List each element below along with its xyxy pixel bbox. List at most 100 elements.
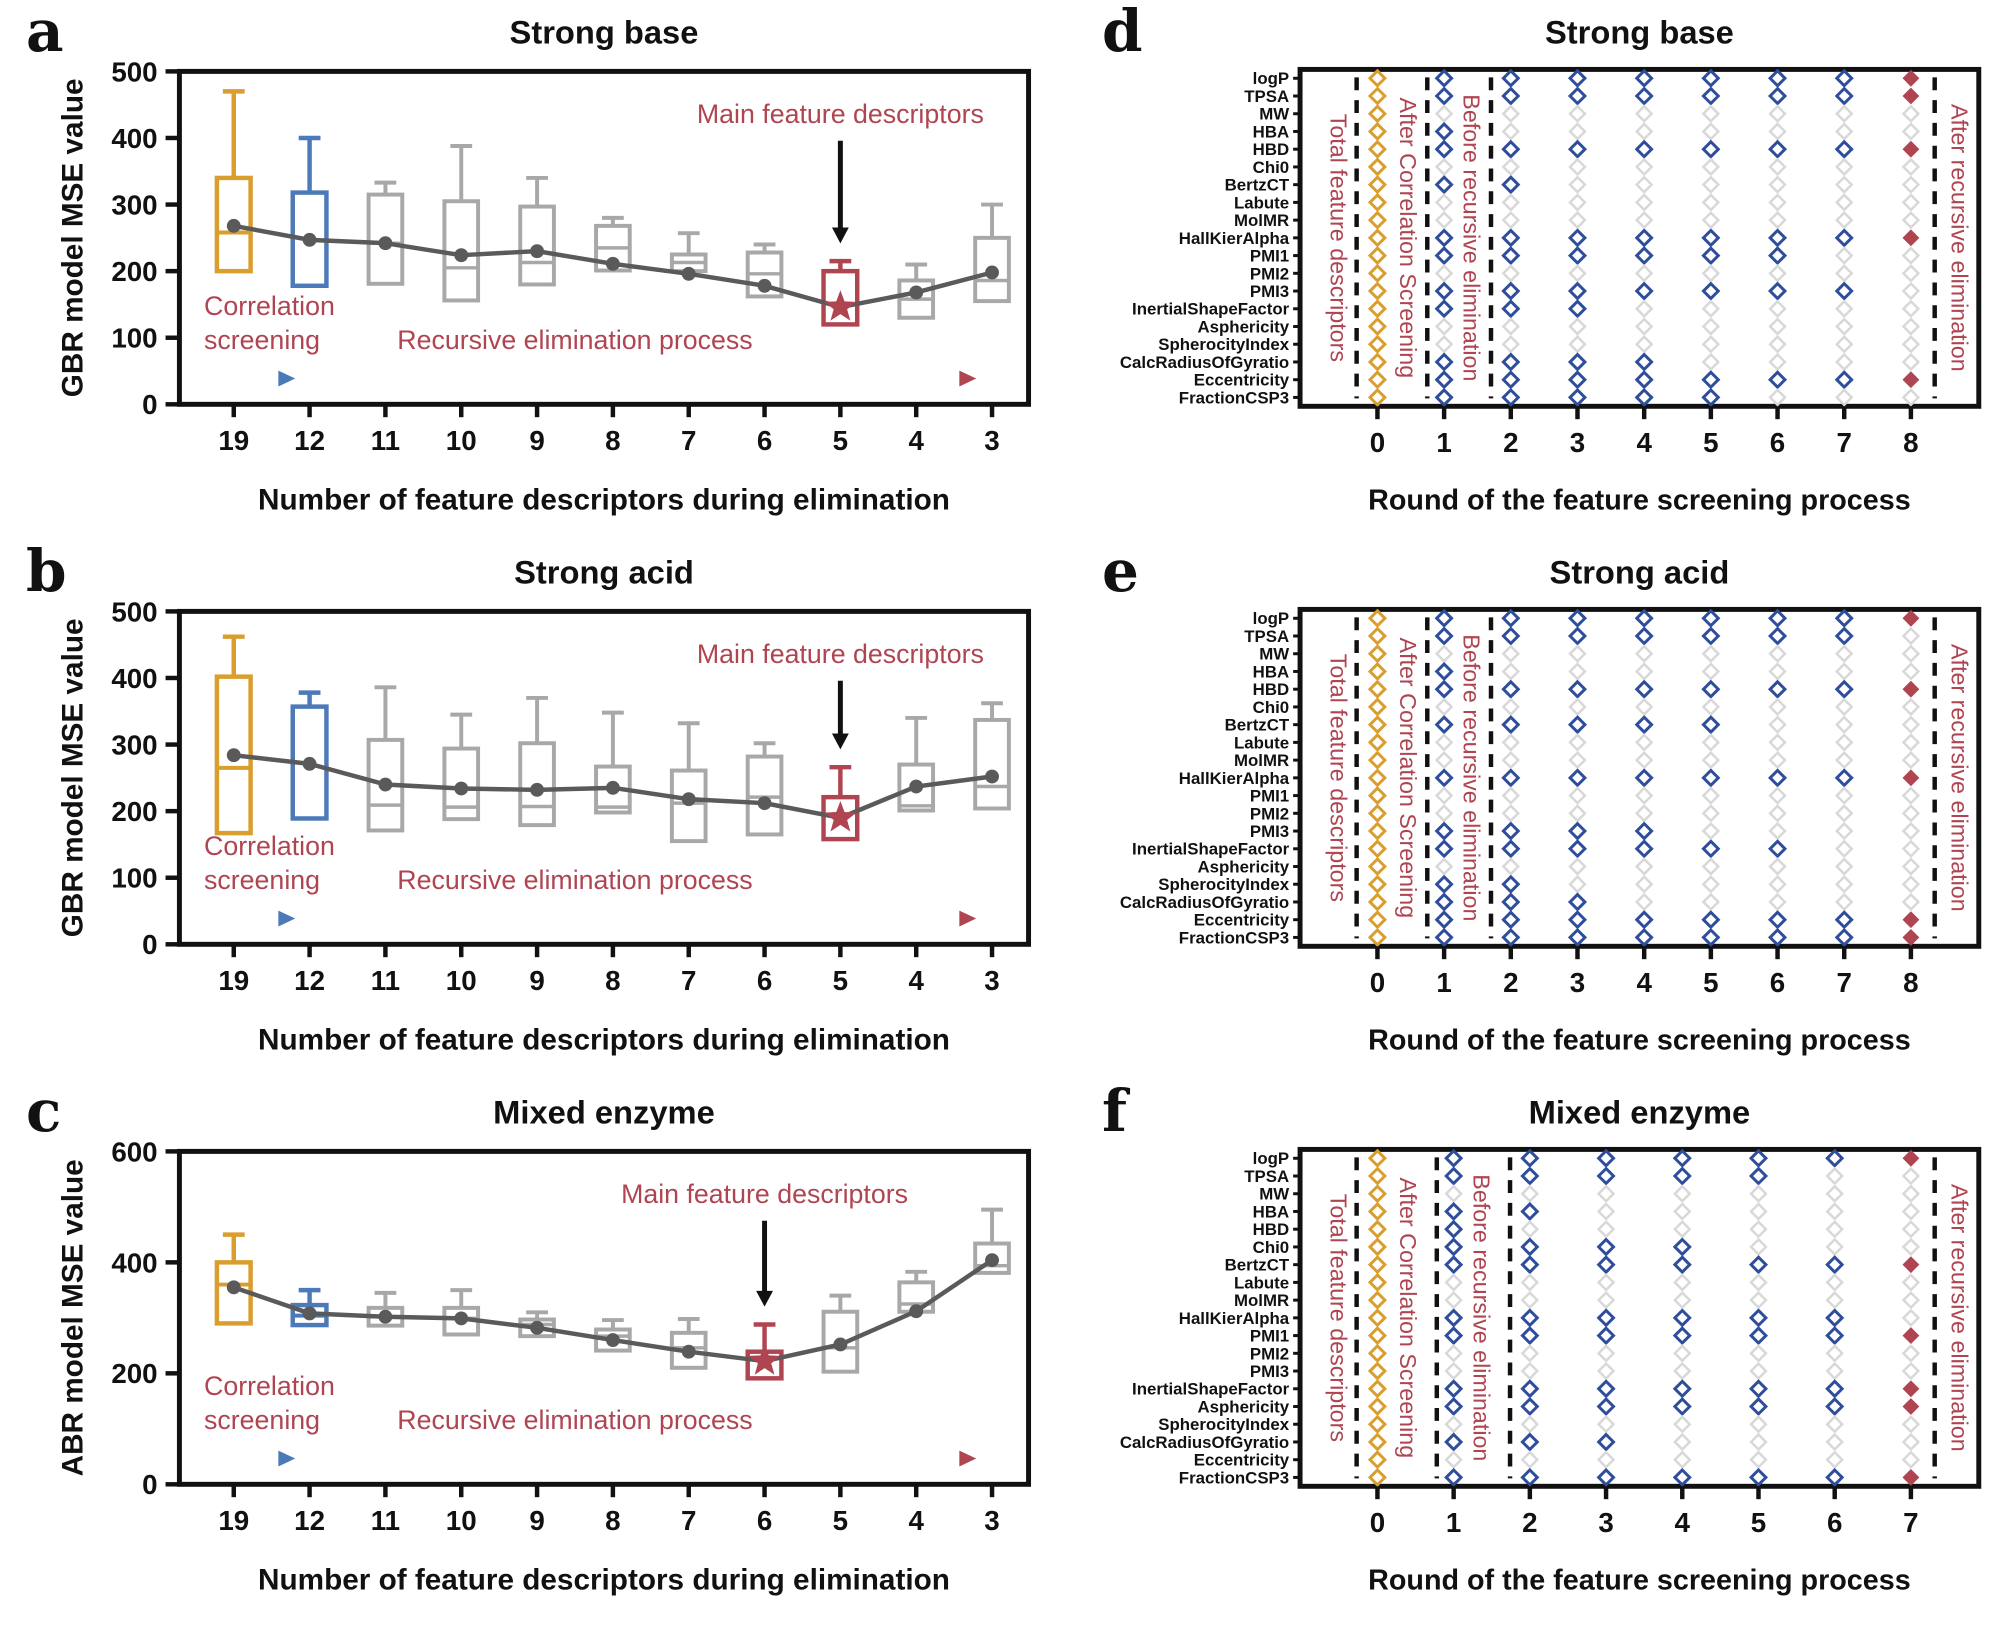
diamond-PMI2-round-5 [1701, 264, 1721, 283]
diamond-PMI1-round-1 [1444, 1326, 1464, 1346]
diamond-PMI1-round-5 [1748, 1326, 1769, 1346]
feature-label: HBD [1253, 1220, 1289, 1239]
mean-dot [530, 782, 545, 797]
diamond-Eccentricity-round-3 [1567, 910, 1588, 930]
mean-dot [757, 796, 772, 811]
mean-dot [302, 1306, 317, 1321]
feature-label: MW [1259, 1185, 1289, 1204]
feature-label: HallKierAlpha [1179, 769, 1290, 788]
diamond-InertialShapeFactor-round-7 [1835, 839, 1854, 858]
feature-label: Eccentricity [1194, 371, 1290, 390]
diamond-Asphericity-round-7 [1835, 317, 1854, 336]
mean-dot [226, 1280, 241, 1295]
x-tick-label: 10 [446, 1505, 477, 1536]
feature-label: Chi0 [1253, 1238, 1289, 1257]
diamond-logP-round-4 [1634, 68, 1654, 88]
diamond-BertzCT-round-2 [1501, 175, 1521, 195]
diamond-logP-round-4 [1634, 608, 1654, 628]
mean-dot [378, 236, 393, 251]
diamond-Asphericity-round-5 [1701, 317, 1721, 336]
diamond-InertialShapeFactor-round-1 [1434, 299, 1454, 319]
diamond-MolMR-round-2 [1520, 1290, 1540, 1310]
stage-label-after-recursive: After recursive elimination [1946, 104, 1972, 372]
y-tick-label: 0 [142, 929, 157, 960]
diamond-MW-round-6 [1825, 1184, 1844, 1203]
feature-label: PMI2 [1250, 804, 1289, 823]
diamond-Chi0-round-7 [1835, 157, 1854, 177]
diamond-PMI2-round-0 [1367, 263, 1387, 283]
y-tick-label: 400 [111, 1247, 157, 1278]
x-tick-label: 1 [1446, 1507, 1461, 1538]
diamond-Labute-round-8 [1901, 733, 1921, 752]
diamond-BertzCT-round-6 [1825, 1255, 1845, 1275]
diamond-Chi0-round-2 [1520, 1237, 1540, 1257]
diamond-FractionCSP3-round-3 [1567, 927, 1588, 947]
diamond-Labute-round-6 [1825, 1273, 1844, 1292]
diamond-TPSA-round-6 [1768, 626, 1788, 646]
x-tick-label: 5 [833, 425, 848, 456]
star-marker-icon [824, 290, 857, 321]
diamond-BertzCT-round-0 [1367, 1255, 1387, 1275]
diamond-Chi0-round-6 [1825, 1237, 1844, 1257]
down-arrowhead-icon [831, 733, 849, 750]
diamond-HBD-round-6 [1768, 679, 1788, 699]
x-tick-label: 19 [218, 1505, 249, 1536]
y-tick-label: 200 [111, 796, 157, 827]
diamond-HBA-round-3 [1596, 1202, 1616, 1221]
x-tick-label: 4 [908, 965, 924, 996]
diamond-HBD-round-0 [1367, 1219, 1387, 1239]
diamond-MolMR-round-3 [1568, 210, 1587, 230]
diamond-Asphericity-round-0 [1367, 316, 1387, 337]
diamond-Asphericity-round-2 [1501, 317, 1520, 336]
diamond-HBA-round-6 [1825, 1202, 1844, 1221]
mean-dot [985, 265, 999, 280]
diamond-SpherocityIndex-round-7 [1835, 875, 1854, 894]
diamond-HBD-round-5 [1701, 679, 1721, 699]
feature-label: MW [1259, 105, 1289, 124]
feature-label: logP [1253, 69, 1289, 88]
diamond-Eccentricity-round-2 [1501, 910, 1521, 930]
diamond-FractionCSP3-round-7 [1834, 927, 1854, 947]
diamond-CalcRadiusOfGyratio-round-0 [1367, 352, 1387, 372]
feature-label: CalcRadiusOfGyratio [1120, 1433, 1289, 1452]
diamond-HallKierAlpha-round-0 [1367, 1308, 1387, 1328]
diamond-HBA-round-2 [1501, 662, 1520, 681]
x-tick-label: 7 [681, 425, 696, 456]
diamond-SpherocityIndex-round-1 [1444, 1415, 1463, 1434]
diamond-Eccentricity-round-3 [1567, 370, 1588, 390]
diamond-CalcRadiusOfGyratio-round-4 [1673, 1432, 1692, 1452]
mean-dot [681, 1344, 696, 1359]
diamond-PMI3-round-2 [1501, 821, 1521, 841]
diamond-PMI2-round-4 [1634, 804, 1654, 823]
x-tick-label: 1 [1436, 967, 1451, 998]
x-tick-label: 7 [681, 1505, 696, 1536]
box-3 [973, 202, 1011, 304]
diamond-InertialShapeFactor-round-6 [1768, 839, 1788, 859]
diamond-Chi0-round-0 [1367, 157, 1387, 177]
diamond-MW-round-5 [1749, 1184, 1768, 1203]
diamond-HBA-round-1 [1434, 661, 1454, 682]
x-tick-label: 3 [1570, 427, 1585, 458]
diamond-MolMR-round-1 [1434, 750, 1454, 770]
feature-label: PMI1 [1250, 787, 1289, 806]
box-9 [518, 695, 556, 828]
diamond-logP-round-5 [1701, 68, 1721, 88]
diamond-TPSA-round-5 [1701, 86, 1721, 106]
down-arrowhead-icon [831, 227, 849, 244]
feature-label: PMI2 [1250, 264, 1289, 283]
chart-title: Mixed enzyme [1529, 1094, 1751, 1131]
diamond-MW-round-5 [1701, 644, 1721, 663]
diamond-SpherocityIndex-round-7 [1835, 335, 1854, 354]
diamond-HallKierAlpha-round-0 [1367, 768, 1387, 788]
diamond-HBA-round-8 [1901, 662, 1921, 681]
box-19 [214, 89, 253, 274]
diamond-PMI3-round-1 [1444, 1361, 1463, 1381]
diamond-BertzCT-round-8 [1901, 715, 1921, 734]
main-feature-annotation: Main feature descriptors [621, 1179, 908, 1209]
mean-dot [605, 256, 620, 271]
diamond-HallKierAlpha-round-7 [1834, 228, 1854, 248]
diamond-TPSA-round-5 [1701, 626, 1721, 646]
diamond-PMI3-round-0 [1367, 281, 1387, 301]
diamond-MW-round-3 [1568, 644, 1587, 663]
diamond-BertzCT-round-7 [1835, 175, 1854, 194]
